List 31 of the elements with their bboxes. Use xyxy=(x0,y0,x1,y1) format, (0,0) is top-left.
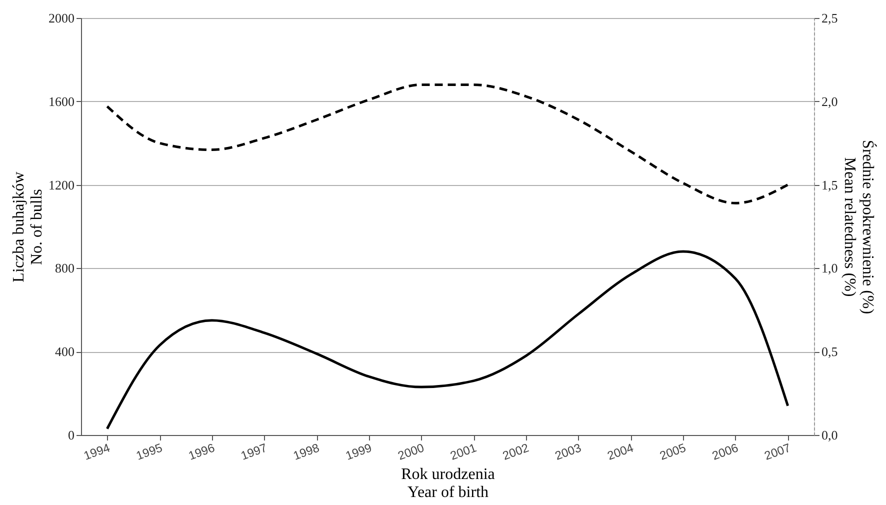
y2-tick-label: 2,5 xyxy=(822,10,838,26)
x-tick-label: 2002 xyxy=(500,440,531,463)
x-tick-label: 2003 xyxy=(553,440,584,463)
y-tick-label: 400 xyxy=(55,344,74,360)
y2-tick-label: 0,5 xyxy=(822,344,838,360)
x-tick-label: 2007 xyxy=(762,440,793,463)
x-tick-label: 2005 xyxy=(658,440,688,463)
y2-axis-title: Średnie spokrewnienie (%) Mean relatedness (%) xyxy=(840,140,877,314)
y2-tick-label: 1,0 xyxy=(822,260,838,276)
y-tick-label: 2000 xyxy=(48,10,74,26)
x-tick-label: 1994 xyxy=(82,440,112,463)
x-tick-label: 2006 xyxy=(710,440,740,463)
y2-tick-label: 1,5 xyxy=(822,177,838,192)
y2-tick-label: 0,0 xyxy=(822,428,838,442)
y-tick-label: 0 xyxy=(68,428,74,442)
x-tick-label: 2000 xyxy=(396,440,426,463)
y-axis-title: Liczba buhajków No. of bulls xyxy=(10,171,46,282)
y-tick-label: 800 xyxy=(55,260,74,276)
x-tick-label: 1997 xyxy=(238,440,270,463)
x-tick-label: 1999 xyxy=(344,440,374,463)
y-tick-label: 1200 xyxy=(48,177,74,192)
x-tick-label: 1996 xyxy=(186,440,217,463)
x-tick-label: 2001 xyxy=(448,440,479,463)
line-series xyxy=(106,83,790,204)
y2-tick-label: 2,0 xyxy=(822,94,838,109)
y-tick-label: 1600 xyxy=(48,94,74,109)
x-tick-label: 2004 xyxy=(605,440,636,463)
line-series xyxy=(106,250,790,430)
x-tick-label: 1998 xyxy=(291,440,322,463)
x-axis-title: Rok urodzenia Year of birth xyxy=(401,466,495,501)
x-tick-label: 1995 xyxy=(134,440,164,463)
